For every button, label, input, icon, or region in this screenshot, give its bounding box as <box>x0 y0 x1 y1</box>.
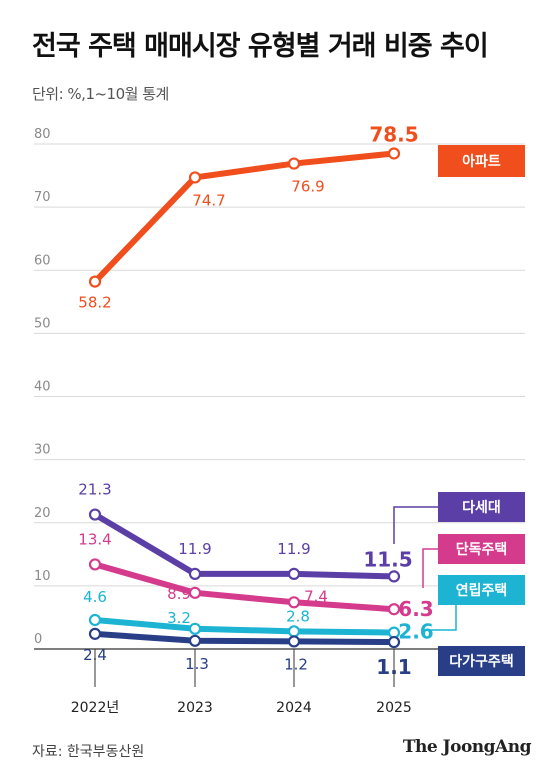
legend-label: 아파트 <box>462 153 501 170</box>
data-label: 78.5 <box>369 122 418 146</box>
series-line <box>92 150 397 285</box>
series-line <box>92 561 397 613</box>
data-point <box>387 635 401 649</box>
chart-subtitle: 단위: %,1~10월 통계 <box>32 85 169 103</box>
data-label: 13.4 <box>78 530 111 548</box>
data-point <box>287 567 301 580</box>
data-label: 21.3 <box>78 481 111 499</box>
data-label: 8.9 <box>167 585 191 603</box>
legend-leader-line <box>393 506 438 544</box>
data-point <box>287 157 301 170</box>
data-label: 4.6 <box>83 588 107 606</box>
series-line <box>92 630 397 646</box>
legend-box <box>438 534 525 564</box>
data-label: 2.8 <box>286 607 310 625</box>
data-point <box>88 627 102 640</box>
legend-leader-line <box>422 548 438 588</box>
y-tick-label: 0 <box>34 632 42 647</box>
data-point <box>88 508 102 521</box>
data-label: 74.7 <box>192 191 225 209</box>
y-tick-label: 10 <box>34 569 51 584</box>
series-line <box>92 616 397 636</box>
data-point <box>287 635 301 648</box>
data-label: 11.9 <box>277 540 310 558</box>
data-point <box>88 275 102 288</box>
data-label: 3.2 <box>167 609 191 627</box>
data-label: 1.2 <box>284 655 308 673</box>
x-tick-label: 2024 <box>276 700 312 716</box>
brand-logo: The JoongAng <box>402 737 532 757</box>
series-line <box>92 511 397 580</box>
x-tick-label: 2023 <box>177 700 213 716</box>
data-label: 58.2 <box>78 294 111 312</box>
y-tick-label: 50 <box>34 316 51 331</box>
data-point <box>387 603 401 616</box>
line-chart: 0 10 20 30 40 50 60 70 80 58.2 74.7 76.9 78.5 21.3 11… <box>34 122 525 716</box>
y-tick-label: 30 <box>34 443 51 458</box>
source-note: 자료: 한국부동산원 <box>32 744 145 760</box>
data-point <box>188 171 202 184</box>
data-point <box>287 625 301 638</box>
legend-label: 연립주택 <box>456 582 508 599</box>
legend-label: 다세대 <box>462 500 501 516</box>
data-label: 6.3 <box>398 597 433 621</box>
legend-box <box>438 575 525 605</box>
data-point <box>387 147 401 160</box>
data-label: 11.5 <box>363 547 412 571</box>
data-label: 1.3 <box>185 655 209 673</box>
data-point <box>387 570 401 583</box>
x-tick-label: 2022년 <box>71 700 120 716</box>
y-tick-label: 20 <box>34 506 51 521</box>
legend-box <box>438 646 525 676</box>
data-point <box>287 596 301 609</box>
y-tick-label: 40 <box>34 380 51 395</box>
chart-title: 전국 주택 매매시장 유형별 거래 비중 추이 <box>32 31 489 62</box>
legend-label: 다가구주택 <box>449 653 513 670</box>
data-point <box>88 558 102 571</box>
data-point <box>188 622 202 635</box>
legend-box <box>438 145 525 177</box>
data-label: 2.6 <box>398 620 433 644</box>
legend-label: 단독주택 <box>456 541 508 558</box>
data-point <box>188 586 202 599</box>
x-tick-label: 2025 <box>376 700 412 716</box>
y-tick-label: 60 <box>34 253 51 268</box>
y-tick-label: 80 <box>34 127 51 142</box>
data-label: 11.9 <box>178 540 211 558</box>
legend-box <box>438 492 525 522</box>
data-point <box>88 613 102 627</box>
legend-leader-line <box>430 605 457 631</box>
y-tick-label: 70 <box>34 190 51 205</box>
data-point <box>188 567 202 580</box>
data-label: 76.9 <box>291 178 324 196</box>
data-label: 7.4 <box>304 587 328 605</box>
data-point <box>188 634 202 647</box>
